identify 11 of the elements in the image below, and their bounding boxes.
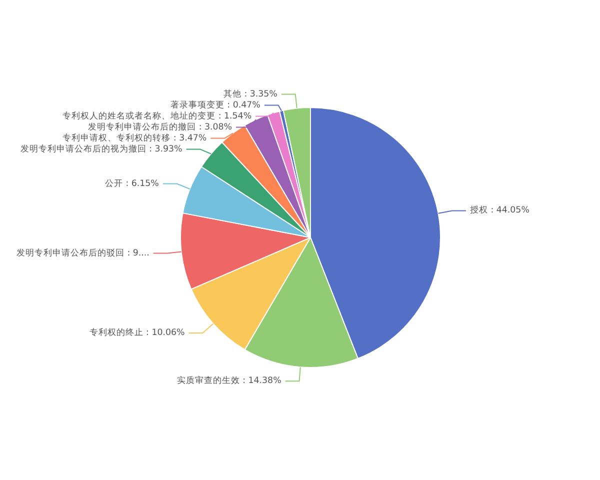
slice-label: 专利权的终止 : 10.06% — [89, 327, 185, 338]
slice-label: 其他 : 3.35% — [223, 88, 278, 100]
slice-label: 发明专利申请公布后的撤回 : 3.08% — [88, 121, 232, 132]
slice-label: 公开 : 6.15% — [104, 178, 159, 189]
slice-label: 著录事项变更 : 0.47% — [170, 99, 260, 110]
slice-label: 授权 : 44.05% — [470, 204, 530, 216]
slice-label: 专利权人的姓名或者名称、地址的变更 : 1.54% — [62, 110, 252, 122]
slice-label: 发明专利申请公布后的视为撤回 : 3.93% — [20, 143, 182, 154]
slice-label: 实质审查的生效 : 14.38% — [176, 375, 282, 386]
slice-label: 发明专利申请公布后的驳回 : 9.... — [16, 247, 150, 258]
slice-label: 专利申请权、专利权的转移 : 3.47% — [62, 132, 207, 144]
